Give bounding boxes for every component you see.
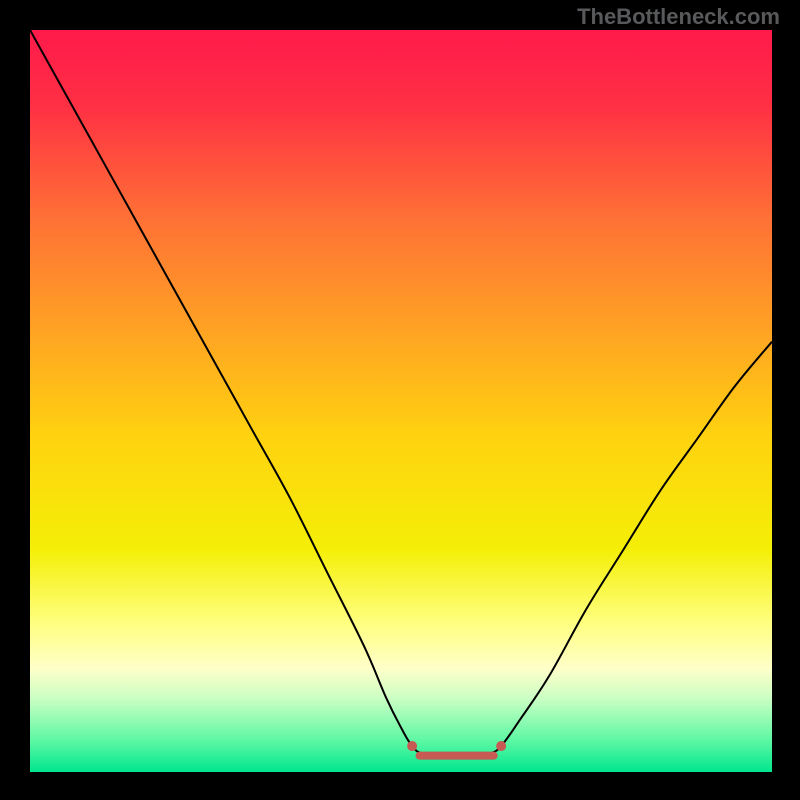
band-dot (428, 752, 435, 759)
band-dot (490, 752, 497, 759)
left-marker (407, 741, 417, 751)
band-dot (478, 752, 485, 759)
band-dot (441, 752, 448, 759)
bottleneck-chart (30, 30, 772, 772)
band-dot (416, 752, 423, 759)
watermark-label: TheBottleneck.com (577, 4, 780, 30)
band-dot (465, 752, 472, 759)
gradient-background (30, 30, 772, 772)
right-marker (496, 741, 506, 751)
band-dot (453, 752, 460, 759)
chart-container: TheBottleneck.com (0, 0, 800, 800)
